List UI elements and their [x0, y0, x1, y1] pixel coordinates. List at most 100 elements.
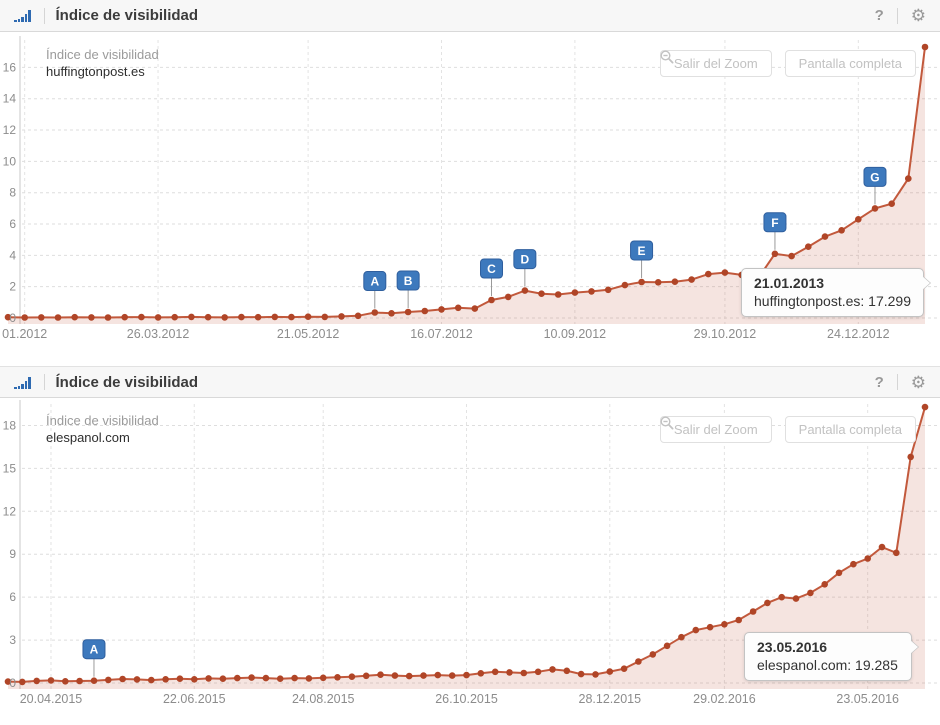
- settings-gear-icon[interactable]: ⚙: [910, 372, 926, 392]
- data-point[interactable]: [104, 314, 112, 321]
- data-point[interactable]: [706, 623, 714, 631]
- data-point[interactable]: [654, 279, 662, 286]
- data-point[interactable]: [205, 675, 212, 682]
- data-point[interactable]: [288, 313, 295, 321]
- data-point[interactable]: [338, 313, 345, 320]
- data-point[interactable]: [705, 270, 712, 278]
- data-point[interactable]: [688, 276, 695, 283]
- data-point[interactable]: [506, 669, 513, 676]
- data-point[interactable]: [735, 616, 742, 624]
- data-point[interactable]: [421, 307, 429, 315]
- data-point[interactable]: [334, 674, 341, 681]
- data-point[interactable]: [304, 313, 312, 321]
- data-point[interactable]: [571, 289, 579, 296]
- event-pin-G[interactable]: G: [863, 166, 887, 205]
- data-point[interactable]: [348, 673, 356, 680]
- data-point[interactable]: [438, 306, 445, 313]
- data-point[interactable]: [388, 310, 395, 317]
- data-point[interactable]: [520, 669, 528, 677]
- data-point[interactable]: [749, 608, 757, 615]
- data-point[interactable]: [663, 642, 671, 650]
- data-point[interactable]: [905, 175, 912, 182]
- data-point[interactable]: [835, 569, 843, 577]
- data-point[interactable]: [549, 666, 556, 673]
- event-pin-A[interactable]: A: [363, 271, 387, 309]
- data-point[interactable]: [138, 313, 145, 321]
- data-point[interactable]: [921, 43, 929, 51]
- data-point[interactable]: [893, 549, 900, 557]
- data-point[interactable]: [105, 676, 112, 684]
- data-point[interactable]: [838, 227, 845, 234]
- data-point[interactable]: [162, 676, 169, 683]
- data-point[interactable]: [319, 674, 327, 682]
- data-point[interactable]: [47, 677, 55, 684]
- data-point[interactable]: [321, 313, 329, 321]
- data-point[interactable]: [721, 269, 729, 276]
- data-point[interactable]: [764, 599, 771, 607]
- data-point[interactable]: [620, 665, 628, 672]
- data-point[interactable]: [291, 674, 298, 682]
- event-pin-B[interactable]: B: [396, 270, 420, 309]
- data-point[interactable]: [276, 675, 284, 682]
- data-point[interactable]: [404, 308, 412, 316]
- data-point[interactable]: [248, 674, 255, 681]
- data-point[interactable]: [148, 676, 155, 684]
- data-point[interactable]: [371, 309, 379, 316]
- data-point[interactable]: [921, 403, 929, 411]
- data-point[interactable]: [855, 216, 862, 223]
- data-point[interactable]: [792, 595, 800, 602]
- data-point[interactable]: [488, 296, 495, 304]
- data-point[interactable]: [19, 678, 26, 686]
- fullscreen-button[interactable]: Pantalla completa: [784, 50, 916, 77]
- data-point[interactable]: [191, 676, 198, 683]
- data-point[interactable]: [678, 633, 685, 641]
- data-point[interactable]: [354, 312, 362, 320]
- data-point[interactable]: [504, 293, 512, 301]
- data-point[interactable]: [621, 281, 629, 289]
- event-pin-D[interactable]: D: [513, 249, 537, 287]
- data-point[interactable]: [649, 651, 657, 658]
- data-point[interactable]: [405, 672, 413, 680]
- data-point[interactable]: [878, 543, 886, 551]
- data-point[interactable]: [821, 233, 829, 240]
- data-point[interactable]: [606, 668, 614, 675]
- data-point[interactable]: [850, 560, 857, 568]
- event-pin-F[interactable]: F: [763, 212, 787, 250]
- fullscreen-button[interactable]: Pantalla completa: [784, 416, 916, 443]
- data-point[interactable]: [262, 674, 270, 682]
- data-point[interactable]: [635, 658, 642, 665]
- help-button[interactable]: ?: [874, 373, 884, 391]
- data-point[interactable]: [154, 314, 162, 321]
- data-point[interactable]: [4, 678, 12, 685]
- data-point[interactable]: [391, 672, 399, 679]
- data-point[interactable]: [721, 621, 728, 628]
- data-point[interactable]: [448, 672, 456, 679]
- data-point[interactable]: [778, 593, 785, 601]
- data-point[interactable]: [362, 672, 370, 680]
- data-point[interactable]: [434, 671, 442, 679]
- event-pin-C[interactable]: C: [480, 258, 504, 296]
- data-point[interactable]: [638, 278, 645, 286]
- data-point[interactable]: [577, 670, 585, 678]
- data-point[interactable]: [592, 671, 599, 678]
- data-point[interactable]: [234, 674, 241, 682]
- data-point[interactable]: [471, 305, 479, 312]
- data-point[interactable]: [907, 453, 914, 461]
- data-point[interactable]: [420, 672, 427, 679]
- data-point[interactable]: [133, 676, 141, 683]
- data-point[interactable]: [534, 668, 542, 676]
- data-point[interactable]: [171, 313, 178, 321]
- settings-gear-icon[interactable]: ⚙: [910, 6, 926, 25]
- exit-zoom-button[interactable]: Salir del Zoom: [659, 50, 772, 77]
- data-point[interactable]: [604, 286, 612, 294]
- data-point[interactable]: [121, 313, 128, 321]
- data-point[interactable]: [821, 581, 828, 588]
- data-point[interactable]: [62, 678, 69, 685]
- data-point[interactable]: [238, 313, 245, 321]
- data-point[interactable]: [204, 313, 212, 321]
- data-point[interactable]: [38, 314, 45, 321]
- data-point[interactable]: [888, 200, 895, 207]
- data-point[interactable]: [692, 626, 700, 634]
- data-point[interactable]: [90, 677, 98, 684]
- data-point[interactable]: [305, 675, 313, 682]
